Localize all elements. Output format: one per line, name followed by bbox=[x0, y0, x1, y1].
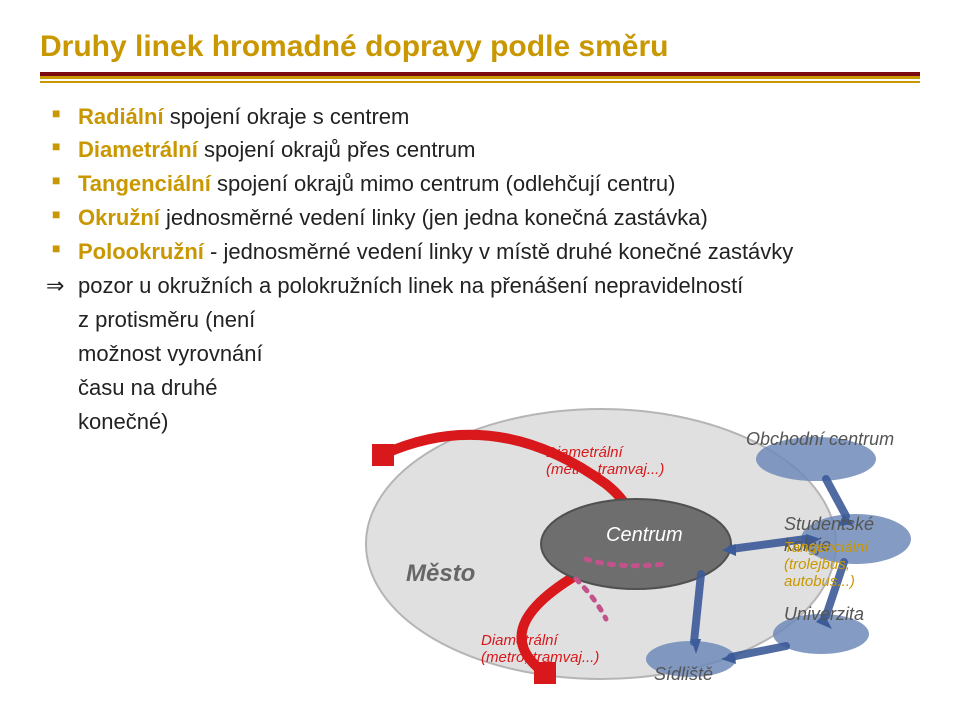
bullet-cont-2: možnost vyrovnání bbox=[50, 338, 920, 370]
label-sidliste: Sídliště bbox=[654, 664, 713, 685]
kw-polookruzni: Polookružní bbox=[78, 239, 204, 264]
kw-radial: Radiální bbox=[78, 104, 164, 129]
bullet-tangencial: Tangenciální spojení okrajů mimo centrum… bbox=[50, 168, 920, 200]
label-obchodni: Obchodní centrum bbox=[746, 429, 894, 450]
bullet-radial: Radiální spojení okraje s centrem bbox=[50, 101, 920, 133]
label-tangencial: Tangenciální (trolejbus, autobus...) bbox=[784, 539, 869, 590]
title-rule-2 bbox=[40, 81, 920, 83]
kw-diametral: Diametrální bbox=[78, 137, 198, 162]
title-rule bbox=[40, 72, 920, 79]
label-diam2: Diametrální (metro, tramvaj...) bbox=[481, 632, 599, 666]
bullet-polookruzni: Polookružní - jednosměrné vedení linky v… bbox=[50, 236, 920, 268]
text-diametral: spojení okrajů přes centrum bbox=[198, 137, 476, 162]
bullet-okruzni: Okružní jednosměrné vedení linky (jen je… bbox=[50, 202, 920, 234]
kw-okruzni: Okružní bbox=[78, 205, 160, 230]
page-title: Druhy linek hromadné dopravy podle směru bbox=[40, 28, 920, 66]
bullet-cont-1: z protisměru (není bbox=[50, 304, 920, 336]
label-mesto: Město bbox=[406, 560, 475, 588]
text-warning: pozor u okružních a polokružních linek n… bbox=[78, 273, 743, 298]
label-univ: Univerzita bbox=[784, 604, 864, 625]
label-centrum: Centrum bbox=[606, 524, 683, 547]
slide: Druhy linek hromadné dopravy podle směru… bbox=[0, 0, 960, 716]
red-end-1 bbox=[372, 444, 394, 466]
label-diam1: Diametrální (metro, tramvaj...) bbox=[546, 444, 664, 478]
kw-tangencial: Tangenciální bbox=[78, 171, 211, 196]
text-radial: spojení okraje s centrem bbox=[164, 104, 410, 129]
city-diagram: Město Centrum Diametrální (metro, tramva… bbox=[346, 374, 926, 694]
text-tangencial: spojení okrajů mimo centrum (odlehčují c… bbox=[211, 171, 676, 196]
text-polookruzni: - jednosměrné vedení linky v místě druhé… bbox=[204, 239, 793, 264]
text-okruzni: jednosměrné vedení linky (jen jedna kone… bbox=[160, 205, 708, 230]
bullet-diametral: Diametrální spojení okrajů přes centrum bbox=[50, 134, 920, 166]
bullet-warning: pozor u okružních a polokružních linek n… bbox=[50, 270, 920, 302]
